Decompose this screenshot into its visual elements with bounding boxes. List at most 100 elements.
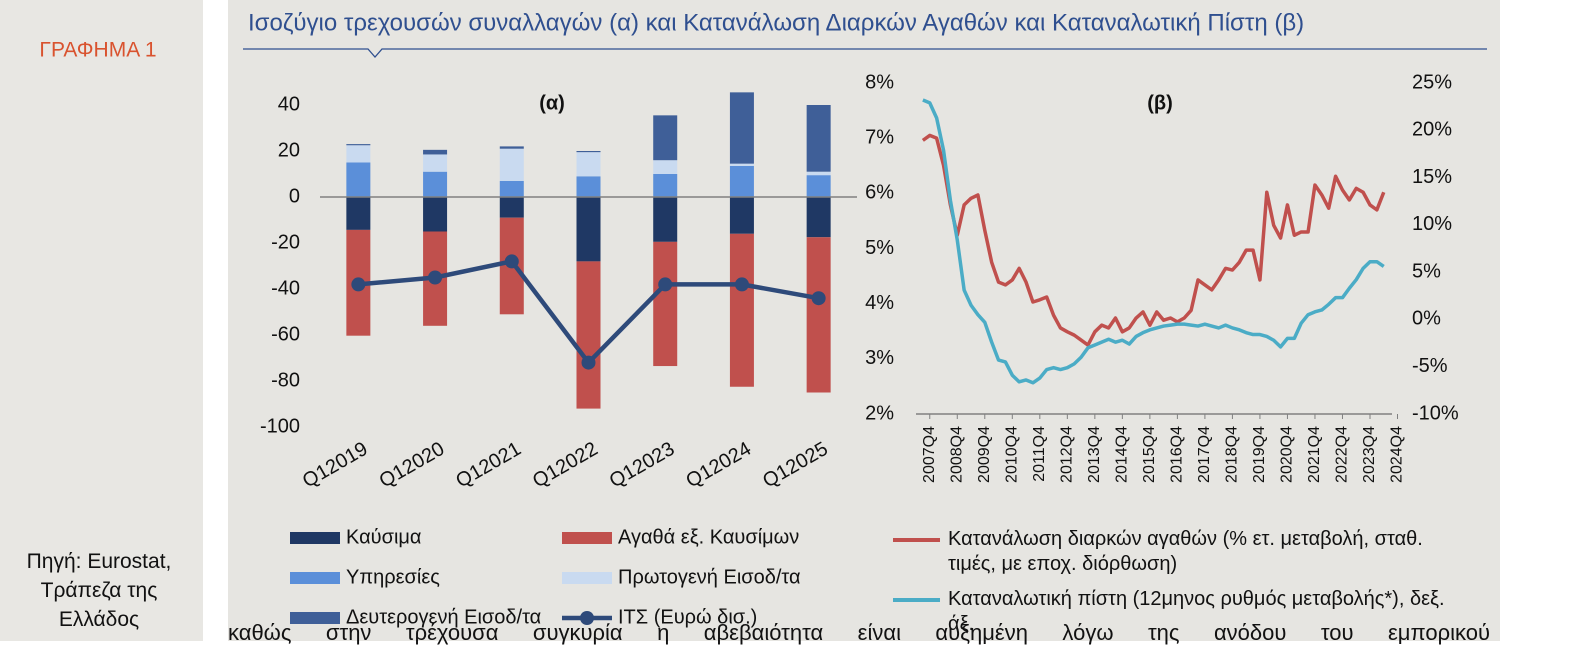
legend-label: Κατανάλωση διαρκών αγαθών (% ετ. μεταβολ… (948, 528, 1423, 575)
bar-segment (729, 165, 754, 197)
y-tick-label: 5% (865, 237, 894, 259)
legend-label: Δευτερογενή Εισοδ/τα (346, 606, 541, 628)
legend-swatch (580, 611, 594, 625)
y-tick-label: 7% (865, 126, 894, 148)
bar-segment (499, 148, 524, 181)
x-tick-label: 2010Q4 (1004, 426, 1021, 483)
line-marker (811, 291, 826, 306)
line-marker (504, 254, 519, 269)
bar-segment (499, 197, 524, 218)
source-note: Πηγή: Eurostat, Τράπεζα της Ελλάδος (26, 550, 172, 631)
bar-segment (423, 154, 448, 172)
legend-label: Καύσιμα (346, 526, 421, 548)
bar-segment (499, 180, 524, 197)
y-tick-label: 3% (865, 347, 894, 369)
page-title: Ισοζύγιο τρεχουσών συναλλαγών (α) και Κα… (248, 9, 1304, 36)
legend-swatch (290, 612, 340, 624)
legend-label: Υπηρεσίες (346, 566, 440, 588)
x-tick-label: 2014Q4 (1114, 426, 1131, 483)
legend-label: Πρωτογενή Εισοδ/τα (618, 566, 801, 588)
figure-label: ΓΡΑΦΗΜΑ 1 (39, 39, 156, 62)
bar-segment (576, 151, 601, 153)
bar-segment (653, 197, 678, 242)
x-tick-label: 2015Q4 (1141, 426, 1158, 483)
bar-segment (729, 92, 754, 164)
line-marker (428, 270, 443, 285)
x-tick-label: 2007Q4 (921, 426, 938, 483)
y-tick-label: -80 (271, 369, 300, 391)
bar-segment (576, 152, 601, 177)
bar-segment (346, 144, 371, 146)
line-series (922, 98, 1385, 385)
y2-tick-label: -10% (1412, 402, 1459, 424)
sidebar-bg (0, 0, 203, 641)
y-tick-label: 2% (865, 402, 894, 424)
bar-segment (653, 241, 678, 367)
line-series (921, 133, 1386, 347)
bar-segment (806, 175, 831, 197)
x-tick-label: 2017Q4 (1196, 426, 1213, 483)
bar-segment (423, 149, 448, 155)
legend-swatch (290, 532, 340, 544)
y2-tick-label: 15% (1412, 166, 1452, 188)
bar-segment (729, 163, 754, 166)
bar-segment (423, 197, 448, 232)
x-tick-label: 2019Q4 (1251, 426, 1268, 483)
y-tick-label: 8% (865, 71, 894, 93)
bar-segment (729, 197, 754, 234)
line-marker (658, 277, 673, 292)
bar-segment (806, 237, 831, 393)
x-tick-label: 2024Q4 (1389, 426, 1406, 483)
y2-tick-label: 10% (1412, 213, 1452, 235)
legend-label: ΙΤΣ (Ευρώ δισ.) (618, 606, 757, 628)
x-tick-label: 2009Q4 (976, 426, 993, 483)
line-marker (581, 355, 596, 370)
x-tick-label: 2008Q4 (948, 426, 965, 483)
bar-segment (346, 162, 371, 197)
y2-tick-label: 5% (1412, 260, 1441, 282)
bar-segment (576, 261, 601, 409)
legend-swatch (562, 572, 612, 584)
y-tick-label: -20 (271, 231, 300, 253)
bar-segment (653, 160, 678, 174)
bar-segment (806, 197, 831, 238)
legend-swatch (290, 572, 340, 584)
y-tick-label: 20 (278, 139, 300, 161)
bar-segment (806, 105, 831, 172)
x-tick-label: 2018Q4 (1224, 426, 1241, 483)
x-tick-label: 2020Q4 (1279, 426, 1296, 483)
bar-segment (576, 176, 601, 197)
x-tick-label: 2023Q4 (1361, 426, 1378, 483)
y2-tick-label: 20% (1412, 119, 1452, 141)
x-tick-label: 2011Q4 (1031, 426, 1048, 482)
bar-segment (346, 145, 371, 163)
x-tick-label: 2012Q4 (1059, 426, 1076, 483)
title-rule (243, 48, 1487, 58)
y-tick-label: 6% (865, 182, 894, 204)
bar-segment (653, 174, 678, 197)
bar-segment (576, 197, 601, 262)
x-tick-label: 2022Q4 (1334, 426, 1351, 483)
bar-segment (346, 197, 371, 230)
x-tick-label: 2021Q4 (1306, 426, 1323, 483)
y2-tick-label: 25% (1412, 71, 1452, 93)
legend-swatch (562, 532, 612, 544)
chart-subtitle: (α) (539, 92, 565, 114)
bar-segment (653, 115, 678, 161)
x-tick-label: 2016Q4 (1169, 426, 1186, 483)
y-tick-label: 40 (278, 93, 300, 115)
y-tick-label: -100 (260, 415, 300, 437)
bar-segment (499, 146, 524, 149)
line-marker (734, 277, 749, 292)
y2-tick-label: 0% (1412, 308, 1441, 330)
bar-segment (806, 171, 831, 176)
bar-segment (729, 233, 754, 387)
chart-subtitle: (β) (1147, 92, 1173, 114)
y2-tick-label: -5% (1412, 355, 1448, 377)
y-tick-label: -60 (271, 323, 300, 345)
line-marker (351, 277, 366, 292)
legend-label: Καταναλωτική πίστη (12μηνος ρυθμός μεταβ… (948, 588, 1445, 635)
bar-segment (423, 171, 448, 197)
